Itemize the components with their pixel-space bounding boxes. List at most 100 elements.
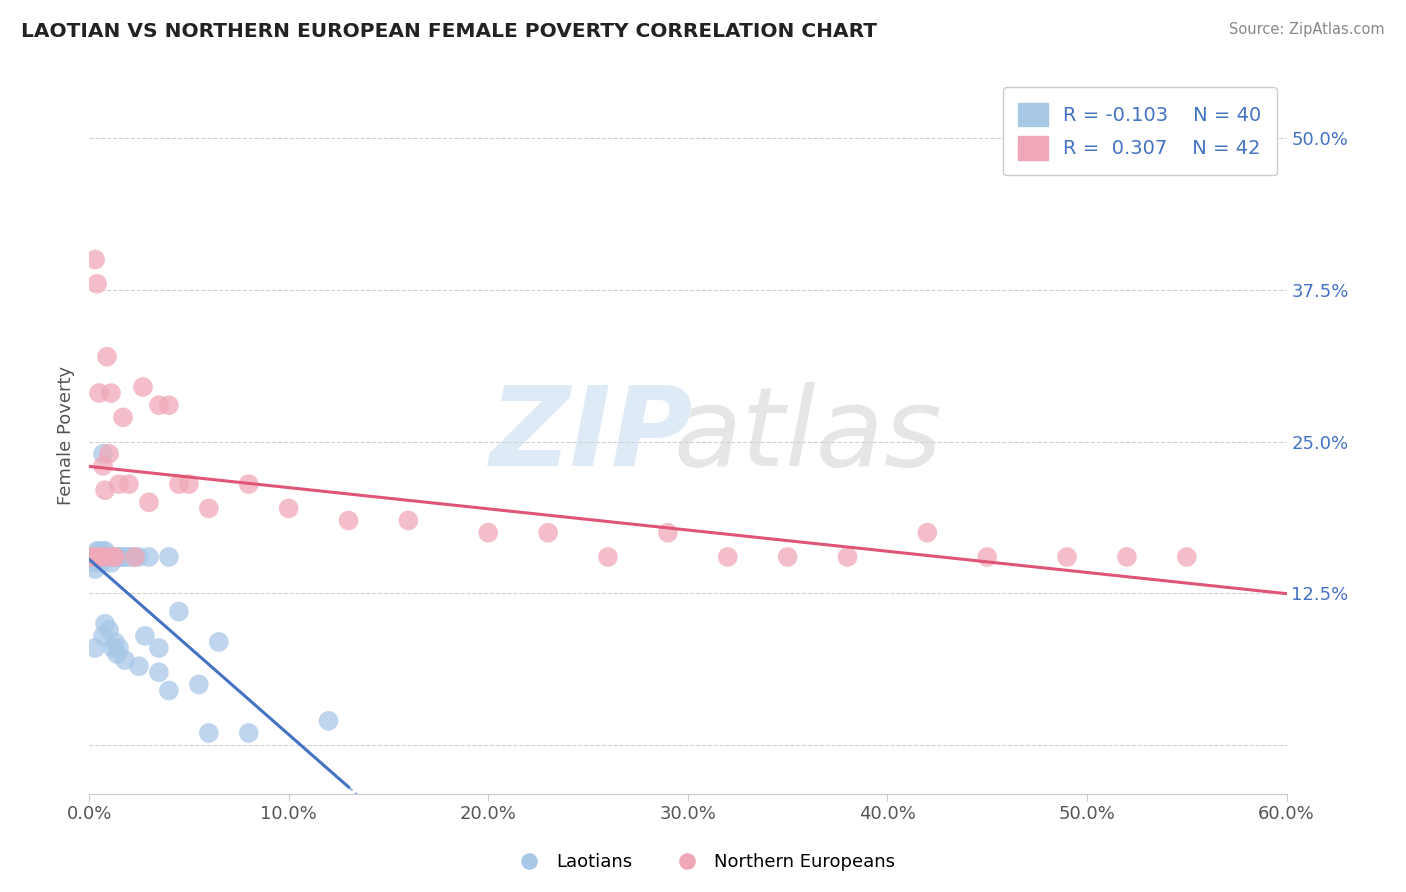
Point — [148, 640, 170, 655]
Legend: R = -0.103    N = 40, R =  0.307    N = 42: R = -0.103 N = 40, R = 0.307 N = 42 — [1002, 87, 1277, 176]
Point — [657, 525, 679, 540]
Text: ZIP: ZIP — [491, 382, 693, 489]
Point — [91, 629, 114, 643]
Point — [108, 477, 131, 491]
Point — [198, 726, 221, 740]
Point — [84, 252, 107, 267]
Point — [104, 549, 127, 564]
Point — [105, 647, 128, 661]
Point — [100, 386, 122, 401]
Point — [84, 556, 107, 570]
Point — [1056, 549, 1078, 564]
Point — [717, 549, 740, 564]
Point — [86, 544, 108, 558]
Point — [108, 549, 131, 564]
Point — [537, 525, 560, 540]
Point — [94, 549, 117, 564]
Point — [84, 562, 107, 576]
Point — [776, 549, 799, 564]
Point — [157, 398, 180, 412]
Point — [82, 549, 104, 564]
Point — [238, 726, 260, 740]
Point — [167, 477, 190, 491]
Point — [91, 458, 114, 473]
Point — [100, 549, 122, 564]
Point — [128, 549, 150, 564]
Point — [86, 549, 108, 564]
Point — [108, 640, 131, 655]
Point — [277, 501, 299, 516]
Point — [96, 549, 118, 564]
Point — [198, 501, 221, 516]
Point — [1116, 549, 1139, 564]
Point — [114, 549, 136, 564]
Point — [208, 635, 231, 649]
Point — [101, 549, 124, 564]
Point — [90, 556, 112, 570]
Point — [91, 544, 114, 558]
Point — [104, 635, 127, 649]
Point — [837, 549, 859, 564]
Point — [187, 677, 209, 691]
Point — [148, 398, 170, 412]
Point — [94, 483, 117, 498]
Y-axis label: Female Poverty: Female Poverty — [58, 366, 75, 505]
Point — [134, 629, 156, 643]
Point — [101, 640, 124, 655]
Point — [98, 447, 121, 461]
Point — [82, 549, 104, 564]
Point — [118, 477, 141, 491]
Point — [96, 350, 118, 364]
Point — [122, 549, 145, 564]
Point — [94, 549, 117, 564]
Point — [138, 549, 160, 564]
Text: atlas: atlas — [673, 382, 942, 489]
Point — [96, 549, 118, 564]
Legend: Laotians, Northern Europeans: Laotians, Northern Europeans — [503, 847, 903, 879]
Point — [101, 549, 124, 564]
Point — [94, 544, 117, 558]
Point — [105, 549, 128, 564]
Point — [87, 386, 110, 401]
Point — [128, 659, 150, 673]
Point — [100, 556, 122, 570]
Point — [80, 549, 103, 564]
Point — [90, 549, 112, 564]
Point — [87, 544, 110, 558]
Point — [84, 640, 107, 655]
Point — [118, 549, 141, 564]
Text: LAOTIAN VS NORTHERN EUROPEAN FEMALE POVERTY CORRELATION CHART: LAOTIAN VS NORTHERN EUROPEAN FEMALE POVE… — [21, 22, 877, 41]
Point — [976, 549, 998, 564]
Point — [94, 616, 117, 631]
Point — [98, 623, 121, 637]
Point — [124, 549, 146, 564]
Point — [80, 549, 103, 564]
Point — [111, 549, 134, 564]
Point — [91, 549, 114, 564]
Point — [596, 549, 619, 564]
Point — [318, 714, 340, 728]
Point — [104, 549, 127, 564]
Point — [86, 277, 108, 291]
Point — [167, 605, 190, 619]
Point — [111, 410, 134, 425]
Point — [114, 653, 136, 667]
Point — [1175, 549, 1198, 564]
Point — [157, 683, 180, 698]
Point — [917, 525, 939, 540]
Point — [132, 380, 155, 394]
Point — [157, 549, 180, 564]
Point — [477, 525, 499, 540]
Point — [98, 549, 121, 564]
Point — [138, 495, 160, 509]
Point — [98, 549, 121, 564]
Point — [177, 477, 200, 491]
Point — [87, 549, 110, 564]
Text: Source: ZipAtlas.com: Source: ZipAtlas.com — [1229, 22, 1385, 37]
Point — [91, 447, 114, 461]
Point — [87, 549, 110, 564]
Point — [238, 477, 260, 491]
Point — [396, 514, 419, 528]
Point — [110, 549, 132, 564]
Point — [148, 665, 170, 680]
